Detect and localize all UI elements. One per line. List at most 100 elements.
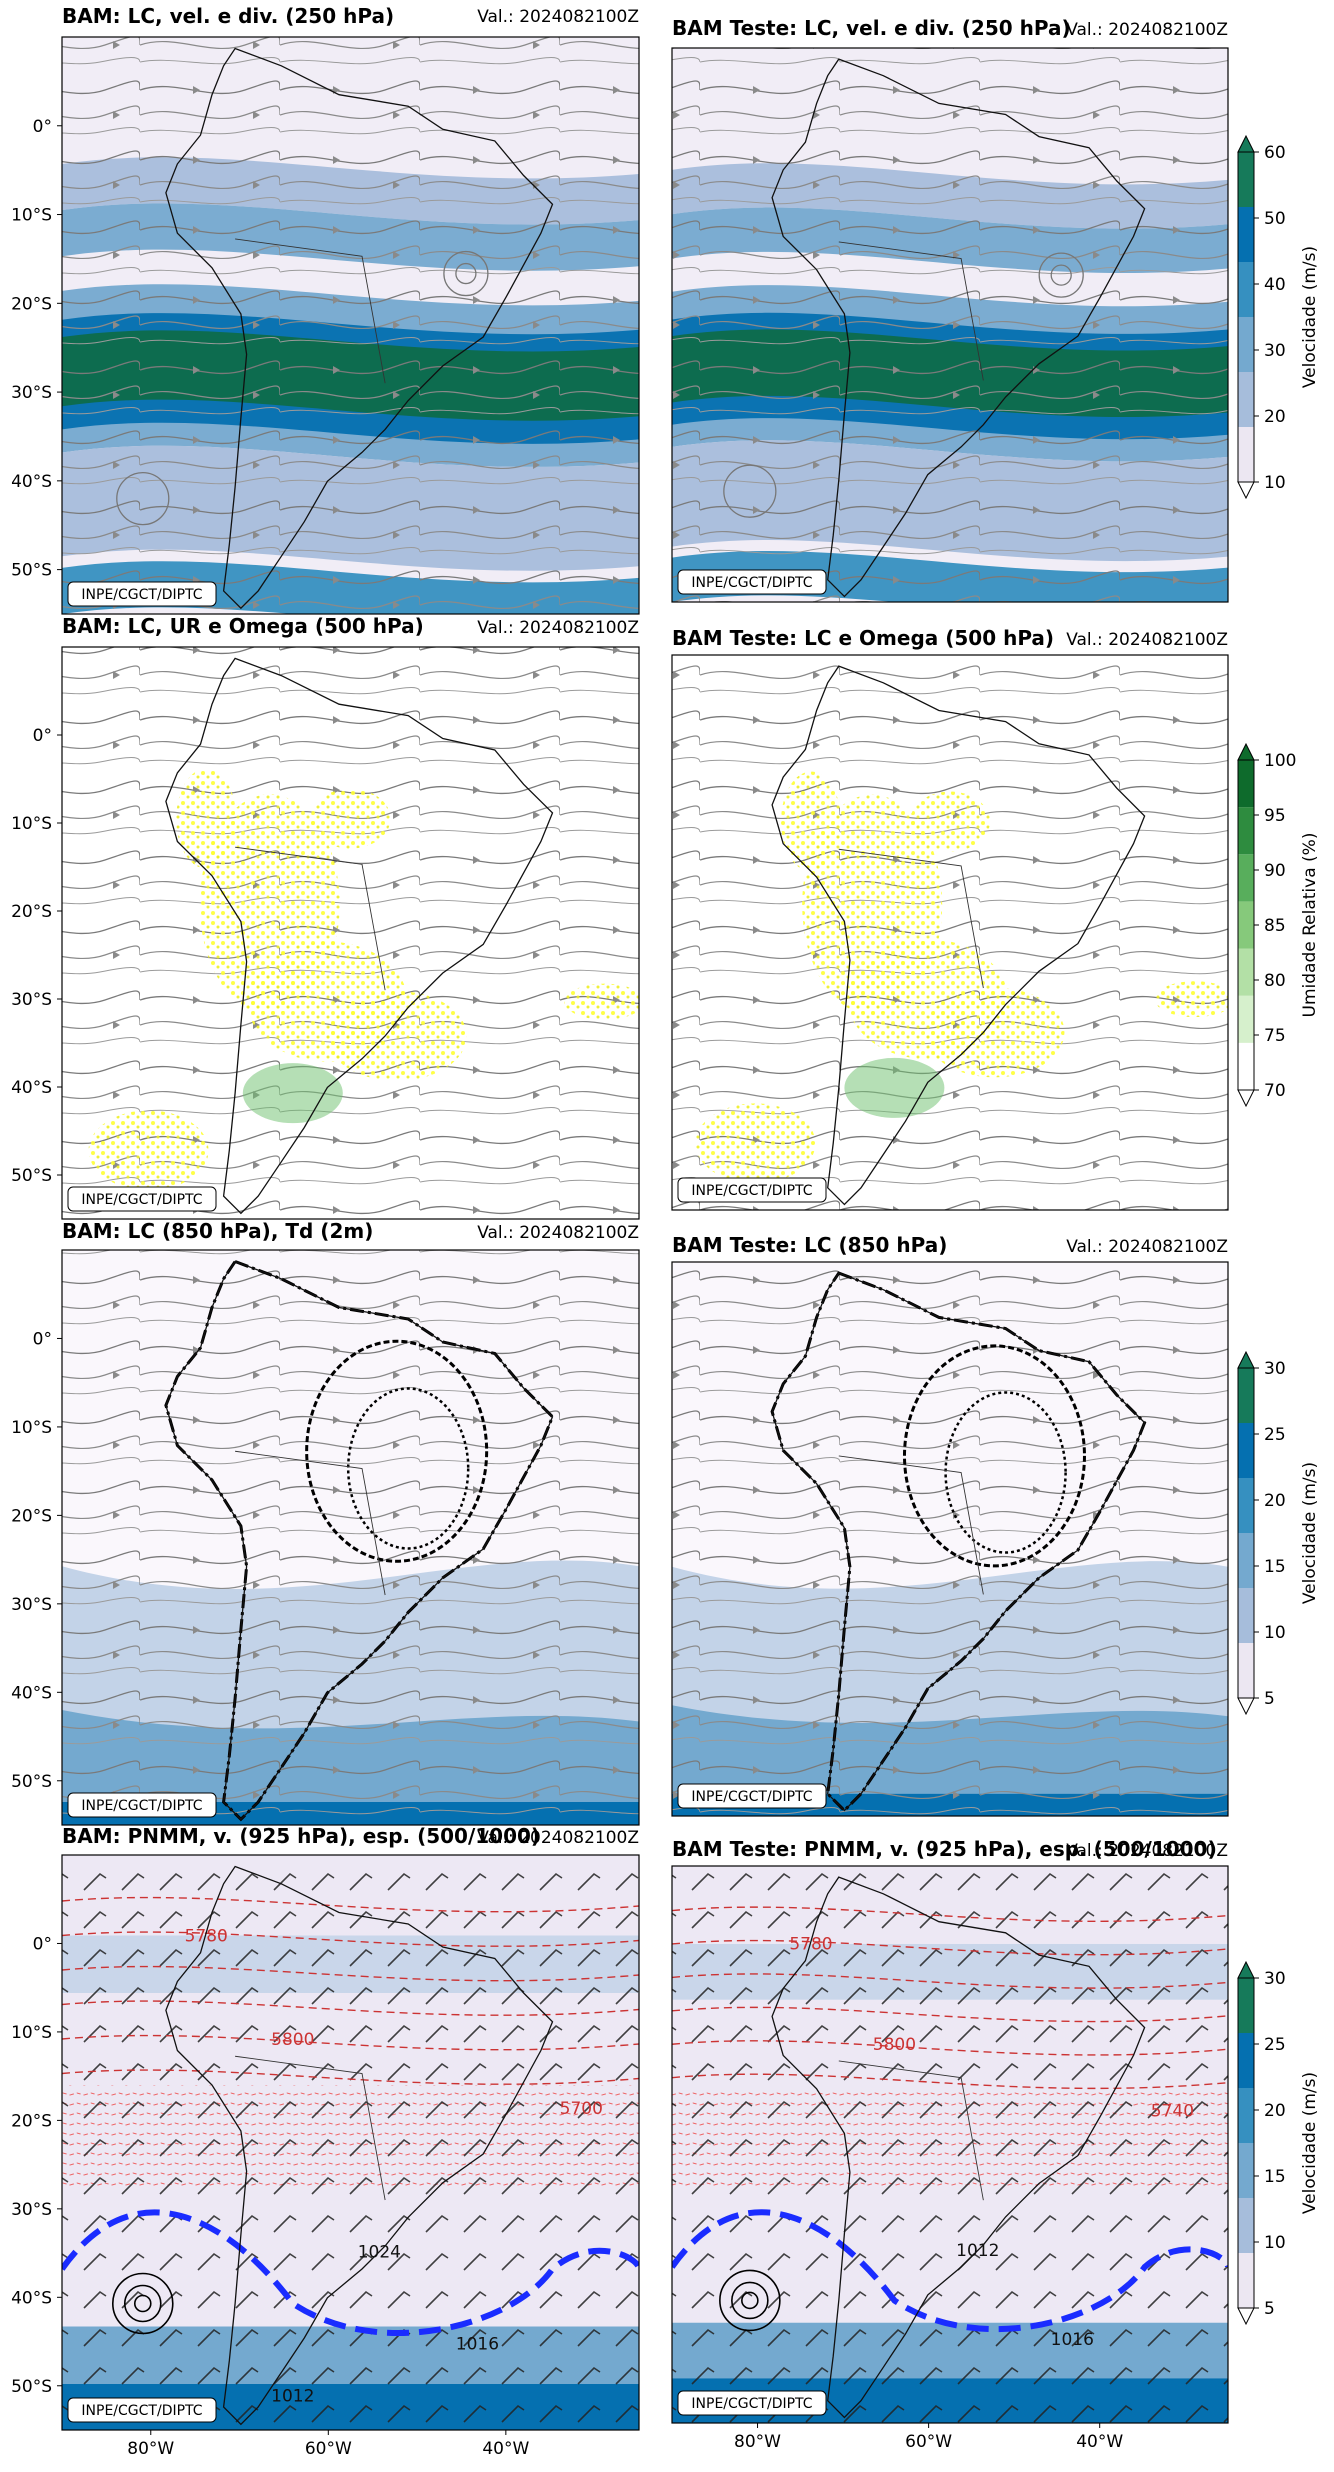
streamlines [672, 48, 1228, 602]
colorbar-tick-label: 15 [1264, 1557, 1286, 1577]
credit-box: INPE/CGCT/DIPTC [67, 1186, 217, 1212]
lat-tick-label: 40°S [11, 472, 52, 492]
credit-frame [677, 1177, 827, 1203]
panel-title: BAM: LC (850 hPa), Td (2m) [62, 1219, 373, 1243]
lon-tick-label: 80°W [734, 2432, 781, 2452]
map-frame [61, 1854, 640, 2431]
coastline [771, 1272, 1146, 1812]
lat-tick-label: 10°S [11, 2023, 52, 2043]
lat-tick-label: 0° [33, 726, 52, 746]
thickness-label: 5780 [185, 1926, 228, 1946]
country-borders [235, 1450, 386, 1596]
lat-tick-label: 10°S [11, 206, 52, 226]
colorbar-extend-min [1237, 2307, 1255, 2326]
wind-barbs [672, 1866, 1228, 2423]
colorbar-tick-label: 75 [1264, 1026, 1286, 1046]
colorbar-segment [1238, 2143, 1254, 2198]
thickness-contour [672, 1939, 1228, 1956]
country-borders [838, 2060, 984, 2201]
lat-tick-label: 30°S [11, 1595, 52, 1615]
border [838, 241, 984, 381]
coastline [165, 1865, 554, 2426]
border [235, 238, 386, 384]
colorbar-tick-label: 70 [1264, 1081, 1286, 1101]
colorbar-segment [1238, 1368, 1254, 1423]
colorbar-tick-label: 30 [1264, 341, 1286, 361]
colorbar-frame [1237, 1367, 1255, 1699]
vortex [723, 464, 777, 518]
lat-tick-label: 30°S [11, 2200, 52, 2220]
lat-tick-label: 20°S [11, 902, 52, 922]
map-frame [671, 47, 1229, 603]
omega-region [88, 1110, 209, 1191]
valid-time: Val.: 2024082100Z [1066, 1841, 1228, 1861]
colorbar-tick-label: 20 [1264, 407, 1286, 427]
thickness-contour [672, 2073, 1228, 2090]
lat-tick-label: 50°S [11, 2377, 52, 2397]
colorbar-extend-max [1237, 742, 1255, 761]
colorbar-extend-min [1237, 1089, 1255, 1108]
thickness-contour [62, 1931, 639, 1947]
colorbar-1: 10 20 30 40 50 60 Velocidade (m/s) [1237, 134, 1320, 500]
border [838, 848, 984, 989]
colorbar-extend-min [1237, 1697, 1255, 1716]
panel-title: BAM Teste: LC (850 hPa) [672, 1233, 947, 1257]
map-panel-r4l: 1016 1024 1012 5800 5780 5700 BAM: PNMM, v. (9… [11, 1824, 640, 2459]
country-borders [235, 846, 386, 991]
thickness-label: 5740 [1151, 2102, 1194, 2122]
colorbar-segment [1238, 995, 1254, 1043]
thickness-contour [672, 1906, 1228, 1922]
panel-title: BAM: LC, vel. e div. (250 hPa) [62, 4, 394, 28]
coastline [771, 1876, 1146, 2419]
colorbar-tick-label: 30 [1264, 1969, 1286, 1989]
valid-time: Val.: 2024082100Z [1066, 20, 1228, 40]
colorbar-tick-label: 10 [1264, 473, 1286, 493]
credit-frame [677, 2390, 827, 2416]
panel-title: BAM Teste: LC e Omega (500 hPa) [672, 626, 1054, 650]
map-panel-r1r: BAM Teste: LC, vel. e div. (250 hPa)Val.… [671, 16, 1229, 603]
td-contour [944, 1391, 1067, 1554]
isobar-label: 1024 [358, 2243, 401, 2263]
valid-time: Val.: 2024082100Z [477, 7, 639, 27]
border [235, 846, 386, 991]
rh-region [242, 1063, 343, 1124]
colorbar-tick-label: 85 [1264, 916, 1286, 936]
credit-text: INPE/CGCT/DIPTC [691, 575, 812, 591]
country-borders [838, 848, 984, 989]
lat-tick-label: 0° [33, 1934, 52, 1954]
colorbar-tick-label: 20 [1264, 1491, 1286, 1511]
colorbar-frame [1237, 151, 1255, 483]
coastline [771, 665, 1146, 1206]
colorbar-segment [1238, 1423, 1254, 1478]
lon-tick-label: 60°W [905, 2432, 952, 2452]
border [235, 1450, 386, 1596]
colorbar-4: 5 10 15 20 25 30 Velocidade (m/s) [1237, 1960, 1320, 2326]
colorbar-segment [1238, 207, 1254, 262]
map-field [62, 647, 639, 1219]
thickness-contour [672, 1973, 1228, 1989]
colorbar-segment [1238, 317, 1254, 372]
panel-title: BAM: PNMM, v. (925 hPa), esp. (500/1000) [62, 1824, 540, 1848]
thickness-label: 5700 [560, 2099, 603, 2119]
rh-region [844, 1057, 945, 1118]
lat-tick-label: 40°S [11, 1683, 52, 1703]
credit-text: INPE/CGCT/DIPTC [81, 1192, 202, 1208]
valid-time: Val.: 2024082100Z [477, 618, 639, 638]
map-frame [671, 654, 1229, 1211]
isobar-label: 1016 [456, 2335, 499, 2355]
lat-tick-label: 50°S [11, 1772, 52, 1792]
colorbar-tick-label: 10 [1264, 2233, 1286, 2253]
colorbar-tick-label: 25 [1264, 2035, 1286, 2055]
thickness-contour [62, 1896, 639, 1913]
colorbar-tick-label: 20 [1264, 2101, 1286, 2121]
coastline [165, 1260, 554, 1821]
map-panel-r1l: BAM: LC, vel. e div. (250 hPa) Val.: 2024… [11, 4, 640, 615]
map-panel-r4r: 1016 1012 5800 5780 5740 BAM Teste: PNMM, v. … [671, 1837, 1229, 2452]
credit-box: INPE/CGCT/DIPTC [677, 2390, 827, 2416]
colorbar-segment [1238, 807, 1254, 855]
omega-region [924, 987, 1065, 1078]
valid-time: Val.: 2024082100Z [477, 1828, 639, 1848]
vortex [455, 262, 477, 285]
omega-region [310, 788, 391, 849]
country-borders [838, 241, 984, 381]
